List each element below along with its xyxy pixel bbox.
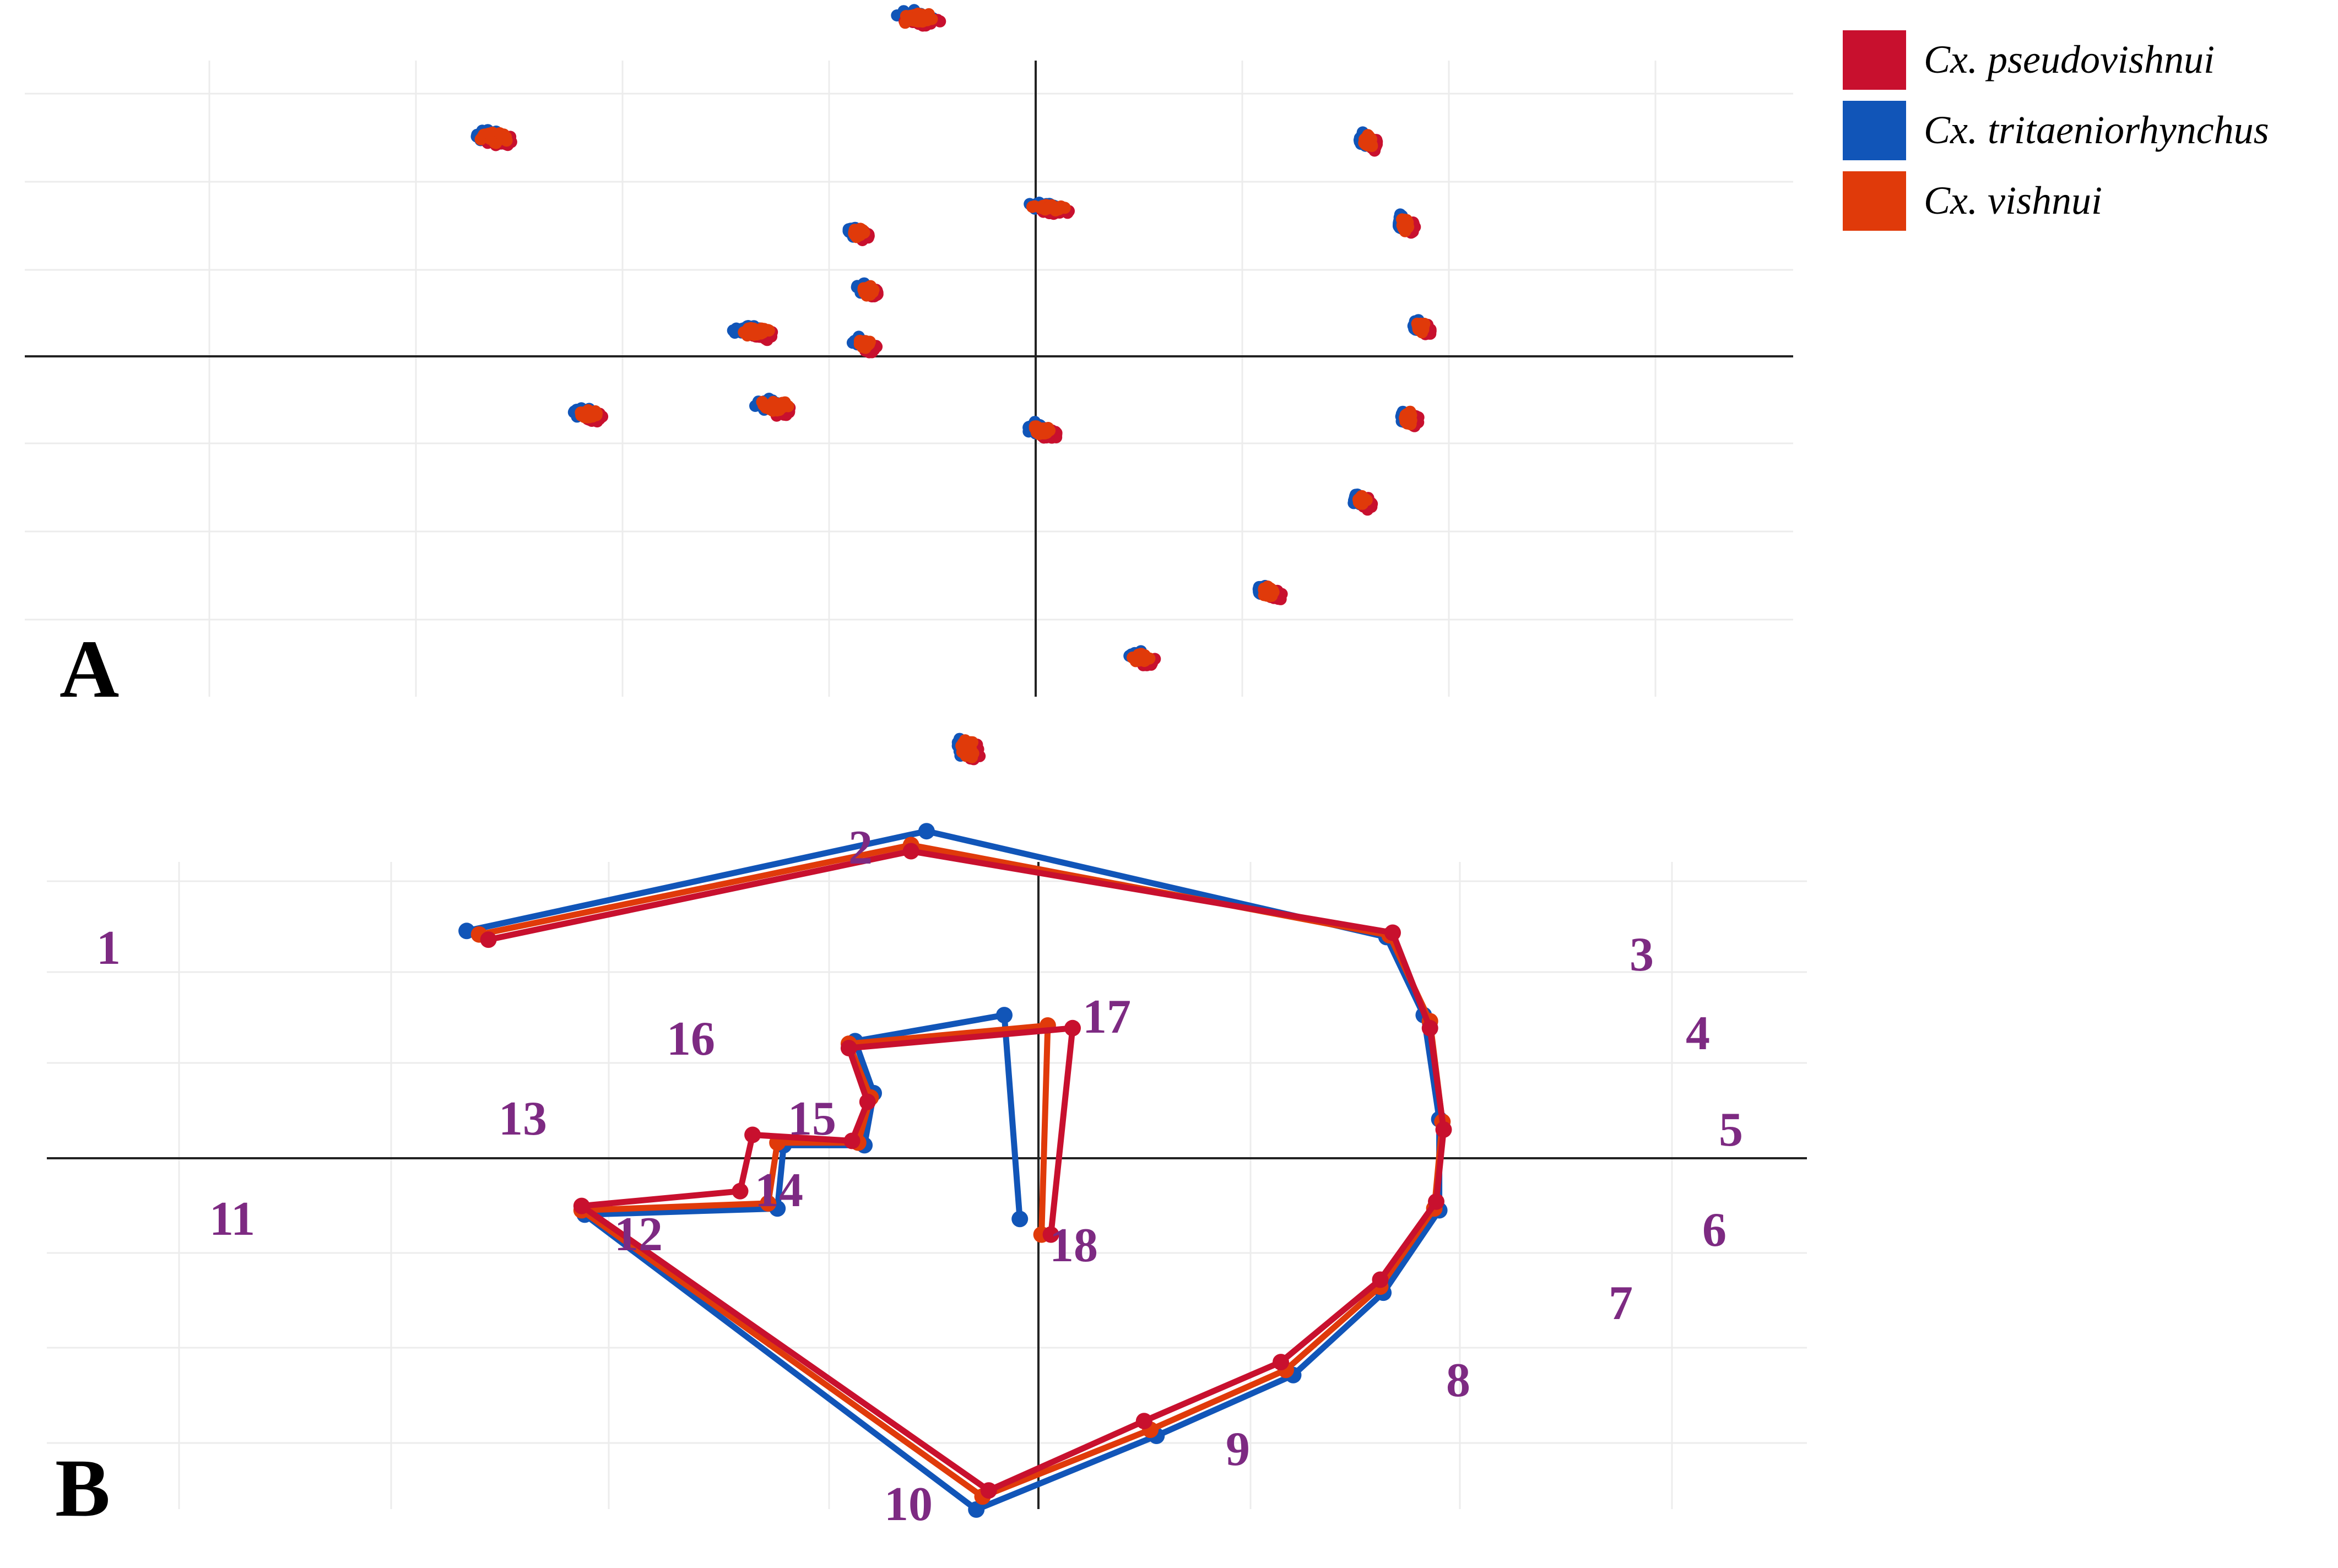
legend-label: Cx. vishnui xyxy=(1924,178,2102,223)
landmark-dot-18 xyxy=(1042,1226,1059,1243)
landmark-dot-13 xyxy=(744,1126,761,1143)
panel-b-grid xyxy=(47,862,1807,1509)
scatter-point-landmark-6 xyxy=(1400,413,1413,425)
panel-a-points xyxy=(470,4,1437,766)
scatter-point-landmark-17 xyxy=(1029,200,1041,213)
landmark-label-14: 14 xyxy=(755,1164,803,1217)
landmark-label-16: 16 xyxy=(667,1012,715,1066)
landmark-dot-1 xyxy=(480,931,497,948)
landmark-dot-3 xyxy=(1384,924,1401,941)
panel-a-scatter-plot: A xyxy=(25,4,1793,766)
outline-path xyxy=(485,848,1447,1494)
landmark-label-9: 9 xyxy=(1226,1423,1250,1476)
landmark-dot-7 xyxy=(1372,1271,1389,1288)
landmark-dot-6 xyxy=(1428,1193,1444,1210)
scatter-point-landmark-1 xyxy=(494,127,506,139)
landmark-dot-1 xyxy=(458,923,475,940)
landmark-label-10: 10 xyxy=(884,1478,933,1531)
landmark-label-12: 12 xyxy=(614,1208,663,1261)
legend-swatch xyxy=(1843,101,1906,160)
landmark-dot-12 xyxy=(760,1195,777,1212)
landmark-dot-5 xyxy=(1435,1121,1452,1138)
landmark-label-2: 2 xyxy=(848,821,873,875)
landmark-dot-14 xyxy=(843,1132,860,1149)
scatter-point-landmark-2 xyxy=(926,13,938,25)
landmark-dot-9 xyxy=(1135,1413,1152,1430)
landmark-label-18: 18 xyxy=(1049,1219,1098,1272)
legend-label: Cx. pseudovishnui xyxy=(1924,37,2215,82)
landmark-dot-17 xyxy=(996,1007,1013,1024)
panel-a-axes xyxy=(25,61,1793,697)
scatter-point-landmark-10 xyxy=(960,737,973,750)
scatter-point-landmark-15 xyxy=(857,282,870,295)
scatter-point-landmark-4 xyxy=(1397,215,1410,228)
landmark-label-4: 4 xyxy=(1686,1007,1710,1060)
landmark-dot-4 xyxy=(1421,1019,1438,1037)
landmark-dot-10 xyxy=(980,1482,997,1499)
outline-path xyxy=(463,828,1443,1513)
scatter-point-landmark-16 xyxy=(850,231,863,243)
legend-label: Cx. tritaeniorhynchus xyxy=(1924,108,2269,152)
landmark-label-7: 7 xyxy=(1609,1277,1633,1330)
landmark-dot-11 xyxy=(573,1197,590,1214)
panel-a-grid xyxy=(25,61,1793,697)
legend-swatch xyxy=(1843,30,1906,90)
landmark-label-3: 3 xyxy=(1630,928,1654,981)
scatter-point-landmark-13 xyxy=(752,324,764,337)
scatter-point-landmark-18 xyxy=(1041,425,1054,437)
landmark-label-1: 1 xyxy=(96,921,121,975)
panel-a-label: A xyxy=(59,623,119,715)
landmark-dot-10 xyxy=(968,1501,985,1518)
landmark-dot-2 xyxy=(918,823,935,840)
scatter-point-landmark-14 xyxy=(859,339,872,351)
landmark-label-11: 11 xyxy=(209,1192,255,1246)
landmark-label-6: 6 xyxy=(1702,1203,1727,1257)
scatter-point-landmark-9 xyxy=(1135,648,1148,660)
scatter-point-landmark-3 xyxy=(1361,137,1374,149)
landmark-dot-12 xyxy=(732,1182,749,1200)
landmark-label-17: 17 xyxy=(1083,990,1131,1044)
scatter-point-landmark-2 xyxy=(900,13,913,26)
landmark-dot-17 xyxy=(1064,1019,1081,1037)
landmark-dot-15 xyxy=(859,1093,876,1110)
scatter-point-landmark-5 xyxy=(1414,322,1426,334)
landmark-dot-2 xyxy=(902,843,919,860)
legend: Cx. pseudovishnui Cx. tritaeniorhynchus Cx… xyxy=(1843,30,2269,231)
landmark-label-5: 5 xyxy=(1719,1103,1743,1157)
scatter-point-landmark-1 xyxy=(483,127,495,140)
panel-b-axes xyxy=(47,862,1807,1509)
panel-b-outlines xyxy=(458,823,1452,1518)
scatter-point-landmark-12 xyxy=(766,400,778,413)
scatter-point-landmark-2 xyxy=(912,10,925,23)
landmark-label-13: 13 xyxy=(499,1092,547,1146)
landmark-label-8: 8 xyxy=(1446,1354,1470,1407)
scatter-point-landmark-8 xyxy=(1263,584,1275,597)
panel-b-label: B xyxy=(55,1442,110,1534)
legend-swatch xyxy=(1843,171,1906,231)
scatter-point-landmark-12 xyxy=(775,402,787,415)
landmark-label-15: 15 xyxy=(788,1092,836,1146)
scatter-point-landmark-7 xyxy=(1355,492,1367,504)
landmark-dot-8 xyxy=(1273,1354,1289,1371)
landmark-dot-18 xyxy=(1011,1211,1029,1228)
outline-path xyxy=(476,842,1446,1500)
scatter-point-landmark-17 xyxy=(1043,200,1056,213)
landmark-dot-16 xyxy=(840,1040,857,1056)
scatter-point-landmark-11 xyxy=(587,407,599,420)
